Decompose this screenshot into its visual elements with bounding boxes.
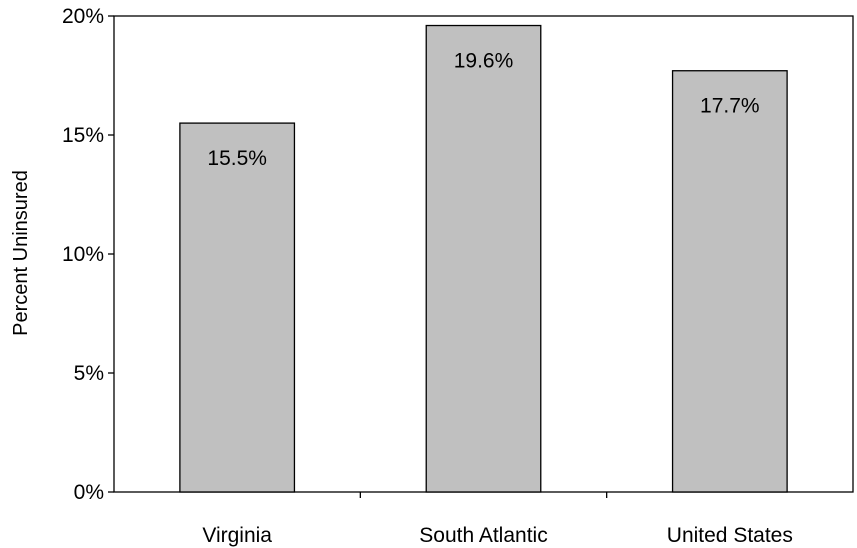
x-tick-label: Virginia [202,524,272,547]
data-label: 19.6% [454,50,514,73]
y-axis: 0% 5% 10% 15% 20% [62,5,114,504]
y-tick-label: 10% [62,243,104,266]
bar [425,24,542,493]
bar [671,70,788,493]
x-tick-label: United States [667,524,793,547]
y-tick-label: 20% [62,5,104,28]
y-tick-label: 5% [74,362,104,385]
data-label: 15.5% [207,147,267,170]
x-tick-label: South Atlantic [419,524,547,547]
y-tick-label: 15% [62,124,104,147]
bar [179,122,296,493]
bar-series: 15.5% 19.6% 17.7% [179,24,788,493]
x-axis: Virginia South Atlantic United States [202,492,793,547]
y-axis-title: Percent Uninsured [10,170,32,336]
data-label: 17.7% [700,95,760,118]
y-tick-label: 0% [74,481,104,504]
